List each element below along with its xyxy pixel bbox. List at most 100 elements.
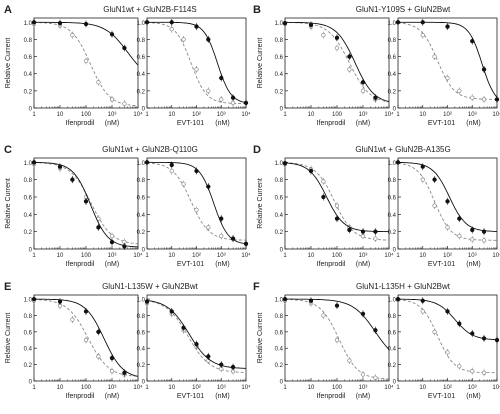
x-axis-label: Ifenprodil [317,120,346,127]
x-tick-label: 10³ [468,385,477,391]
subplot-ifenprodil: 0 0.2 0.4 0.6 0.8 1.0 1 10 100 10³ 10⁴ Ifenprodil (n… [24,294,143,400]
data-point-dashed [432,54,437,59]
x-tick-label: 10³ [359,112,368,118]
x-tick-label: 10 [308,253,315,259]
data-point-dashed [169,26,174,32]
x-axis-label: Ifenprodil [66,261,95,268]
data-point-solid [308,298,314,303]
data-point-dashed [109,97,115,102]
x-tick-label: 10 [168,112,175,118]
panel-f: F GluN1-L135H + GluN2Bwt Relative Current 0… [253,281,500,400]
data-point-solid [31,20,37,25]
subplot-evt101: 0 0.2 0.4 0.6 0.8 1.0 1 10 10² 10³ 10⁴ EVT-101 (nM) [137,17,251,127]
fit-curve-dashed [397,299,498,374]
panel-letter: F [253,281,260,293]
fit-curve-dashed [146,300,247,373]
x-tick-label: 10³ [468,253,477,259]
data-point-dashed [445,75,450,81]
panel-title: GluN1-L135H + GluN2Bwt [356,282,451,291]
data-point-dashed [169,168,174,174]
fit-curve-solid [398,162,497,232]
y-tick-label: 0 [29,380,33,386]
y-tick-label: 0.4 [24,213,33,219]
data-point-dashed [432,203,437,208]
y-tick-label: 0.4 [24,72,33,78]
data-point-solid [308,22,314,28]
x-axis-unit: (nM) [215,120,229,127]
data-point-solid [334,216,340,221]
x-axis-unit: (nM) [356,120,370,127]
y-axis-label: Relative Current [257,313,264,364]
data-point-solid [360,80,366,85]
data-point-solid [470,331,475,336]
y-tick-label: 1.0 [275,298,284,304]
y-tick-label: 0.2 [275,230,284,236]
x-tick-label: 1 [396,385,400,391]
x-tick-label: 10⁴ [133,384,143,391]
y-tick-label: 0 [142,248,146,254]
y-tick-label: 0.2 [388,363,397,369]
x-tick-label: 10² [443,385,452,391]
x-tick-label: 10² [443,253,452,259]
data-point-dashed [96,80,101,85]
data-point-dashed [373,236,378,241]
subplot-evt101: 0 0.2 0.4 0.6 0.8 1.0 1 10 10² 10³ 10⁴ EVT-101 (nM) [137,157,251,268]
x-tick-label: 1 [283,385,287,391]
fit-curve-solid [285,21,390,102]
data-point-dashed [206,88,211,94]
y-tick-label: 0.4 [137,72,146,78]
y-tick-label: 0 [280,380,284,386]
data-point-dashed [457,88,462,94]
y-tick-label: 0.4 [388,347,397,353]
x-axis-label: Ifenprodil [317,261,346,268]
data-point-solid [420,20,425,25]
data-point-solid [282,20,288,26]
y-tick-label: 1.0 [137,298,146,304]
subplot-ifenprodil: 0 0.2 0.4 0.6 0.8 1.0 1 10 100 10³ 10⁴ Ifenprodil (n… [24,157,143,268]
x-tick-label: 10² [192,253,201,259]
data-point-solid [206,184,211,189]
data-point-solid [481,67,487,72]
y-tick-label: 1.0 [388,161,397,167]
fit-curve-solid [147,161,247,245]
data-point-solid [432,177,437,182]
x-tick-label: 100 [81,385,92,391]
panel-title: GluN1wt + GluN2B-F114S [103,5,196,14]
y-tick-label: 0.4 [275,213,284,219]
data-point-dashed [420,32,425,38]
x-axis-label: EVT-101 [428,393,455,400]
y-tick-label: 1.0 [137,21,146,27]
x-tick-label: 10 [419,385,426,391]
data-point-solid [494,97,500,102]
y-tick-label: 0.8 [275,314,284,320]
data-point-solid [96,329,101,335]
y-axis-label: Relative Current [257,178,264,229]
data-point-solid [83,309,89,314]
x-tick-label: 100 [81,253,92,259]
data-point-dashed [83,337,89,343]
data-point-solid [31,160,37,165]
data-point-solid [109,239,115,245]
panel-letter: A [4,4,12,16]
x-tick-label: 10⁴ [384,252,394,259]
y-tick-label: 0.8 [388,314,397,320]
data-point-solid [57,164,63,169]
x-tick-label: 10⁴ [133,252,143,259]
x-axis-unit: (nM) [105,120,119,127]
data-point-solid [308,168,314,174]
data-point-dashed [432,329,437,335]
data-point-solid [445,199,450,204]
fit-curve-solid [398,21,498,98]
data-point-solid [373,328,378,333]
x-tick-label: 1 [283,253,287,259]
data-point-solid [470,38,475,44]
x-tick-label: 10 [419,112,426,118]
data-point-solid [334,303,340,308]
data-point-solid [360,311,366,316]
x-tick-label: 10 [419,253,426,259]
data-point-solid [481,229,487,234]
subplot-ifenprodil: 0 0.2 0.4 0.6 0.8 1.0 1 10 100 10³ 10⁴ Ifenprodil (n… [275,157,394,268]
x-tick-label: 100 [332,253,343,259]
x-tick-label: 1 [32,253,36,259]
data-point-solid [243,241,249,246]
